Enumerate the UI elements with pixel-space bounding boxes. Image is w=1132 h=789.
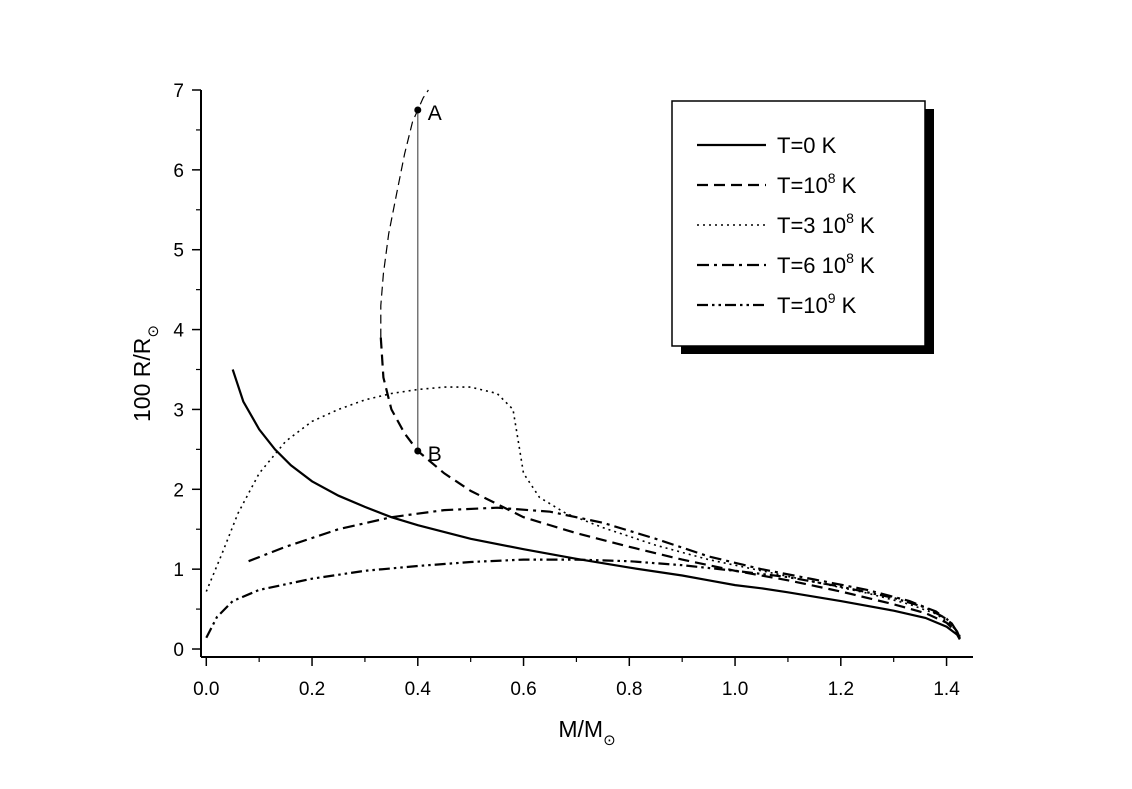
series-2-line [379,337,961,640]
x-tick-label: 0.8 [616,679,642,700]
y-axis-title: 100 R/R⊙ [129,325,162,422]
x-axis-title-main: M/M [558,716,603,742]
x-tick-label: 0.2 [299,679,325,700]
legend-label-4: T=6 108 K [777,250,875,278]
legend-label-3: T=3 108 K [777,210,875,238]
y-tick-label: 0 [173,640,184,661]
y-axis-title-main: 100 R/R [129,338,155,422]
y-ticks: 0 1 2 3 4 5 6 7 [173,81,201,661]
y-tick-label: 3 [173,400,184,421]
x-tick-label: 1.2 [828,679,854,700]
axes [200,90,973,658]
legend: T=0 K T=108 K T=3 108 K T=6 108 K T=109 K [671,100,934,354]
y-tick-label: 7 [173,81,184,102]
x-tick-label: 1.0 [722,679,748,700]
series-4-line [248,506,961,637]
x-axis-title-sub: ⊙ [603,732,616,749]
series-layer [205,89,961,640]
x-tick-label: 0.0 [193,679,219,700]
y-tick-label: 2 [173,480,184,501]
y-axis-title-sub: ⊙ [145,325,162,338]
y-tick-label: 4 [173,321,184,342]
legend-label-2: T=108 K [777,170,857,198]
series-1-line [231,369,961,640]
x-tick-label: 0.4 [405,679,432,700]
x-tick-label: 1.4 [933,679,960,700]
annotation-label-a: A [428,102,442,125]
series-5-line [205,558,961,639]
series-3-line [205,386,961,638]
annotation-label-b: B [428,443,442,466]
y-tick-label: 5 [173,241,184,262]
series-2-upper-line [380,89,429,338]
annotation-point-b [414,447,422,455]
x-axis-title: M/M⊙ [558,716,615,749]
y-tick-label: 1 [173,560,184,581]
legend-label-1: T=0 K [777,133,837,158]
annotation-point-a [414,106,422,114]
annotation-layer: AB [414,102,442,466]
x-ticks: 0.0 0.2 0.4 0.6 0.8 1.0 1.2 1.4 [193,657,960,700]
x-tick-label: 0.6 [510,679,536,700]
legend-label-5: T=109 K [777,290,857,318]
y-tick-label: 6 [173,161,184,182]
